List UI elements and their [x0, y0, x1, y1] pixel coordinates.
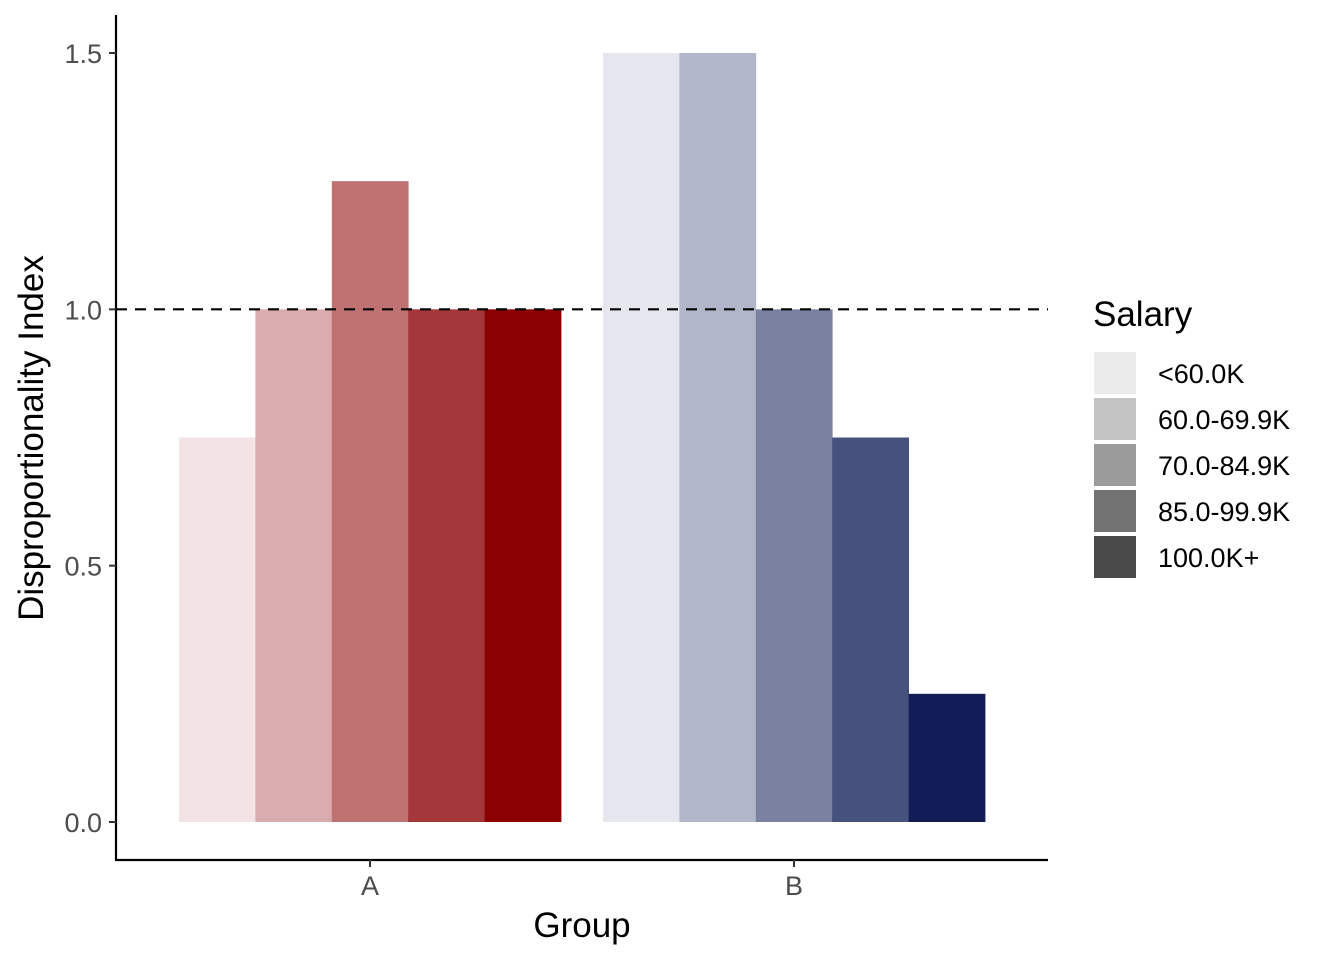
y-ticks: 0.0 0.5 1.0 1.5 [64, 39, 116, 838]
y-tick-label: 0.0 [64, 808, 102, 838]
bar-b-5 [908, 693, 986, 822]
bar-a-3 [331, 181, 409, 823]
legend-label: 85.0-99.9K [1158, 497, 1290, 527]
legend-label: <60.0K [1158, 359, 1244, 389]
y-tick-label: 1.0 [64, 295, 102, 325]
y-tick-label: 0.5 [64, 552, 102, 582]
legend: Salary <60.0K 60.0-69.9K 70.0-84.9K 85.0-99… [1093, 295, 1290, 578]
bars [179, 53, 986, 823]
legend-swatch [1094, 536, 1136, 578]
bar-a-1 [179, 437, 256, 822]
bar-b-4 [832, 437, 909, 822]
bar-b-1 [603, 53, 680, 822]
bar-a-2 [255, 309, 333, 823]
y-axis-title: Disproportionality Index [12, 255, 51, 621]
bar-a-4 [408, 309, 485, 823]
legend-swatch [1094, 398, 1136, 440]
bar-a-5 [484, 309, 562, 823]
legend-title: Salary [1093, 295, 1193, 334]
legend-label: 100.0K+ [1158, 543, 1259, 573]
y-tick-label: 1.5 [64, 39, 102, 69]
legend-label: 70.0-84.9K [1158, 451, 1290, 481]
axes [114, 15, 1048, 862]
legend-swatch [1094, 490, 1136, 532]
legend-label: 60.0-69.9K [1158, 405, 1290, 435]
x-tick-label: B [785, 871, 803, 901]
x-axis-title: Group [533, 906, 630, 945]
bar-b-2 [679, 53, 757, 822]
x-tick-label: A [361, 871, 379, 901]
legend-swatch [1094, 444, 1136, 486]
legend-swatch [1094, 352, 1136, 394]
bar-b-3 [755, 309, 833, 823]
